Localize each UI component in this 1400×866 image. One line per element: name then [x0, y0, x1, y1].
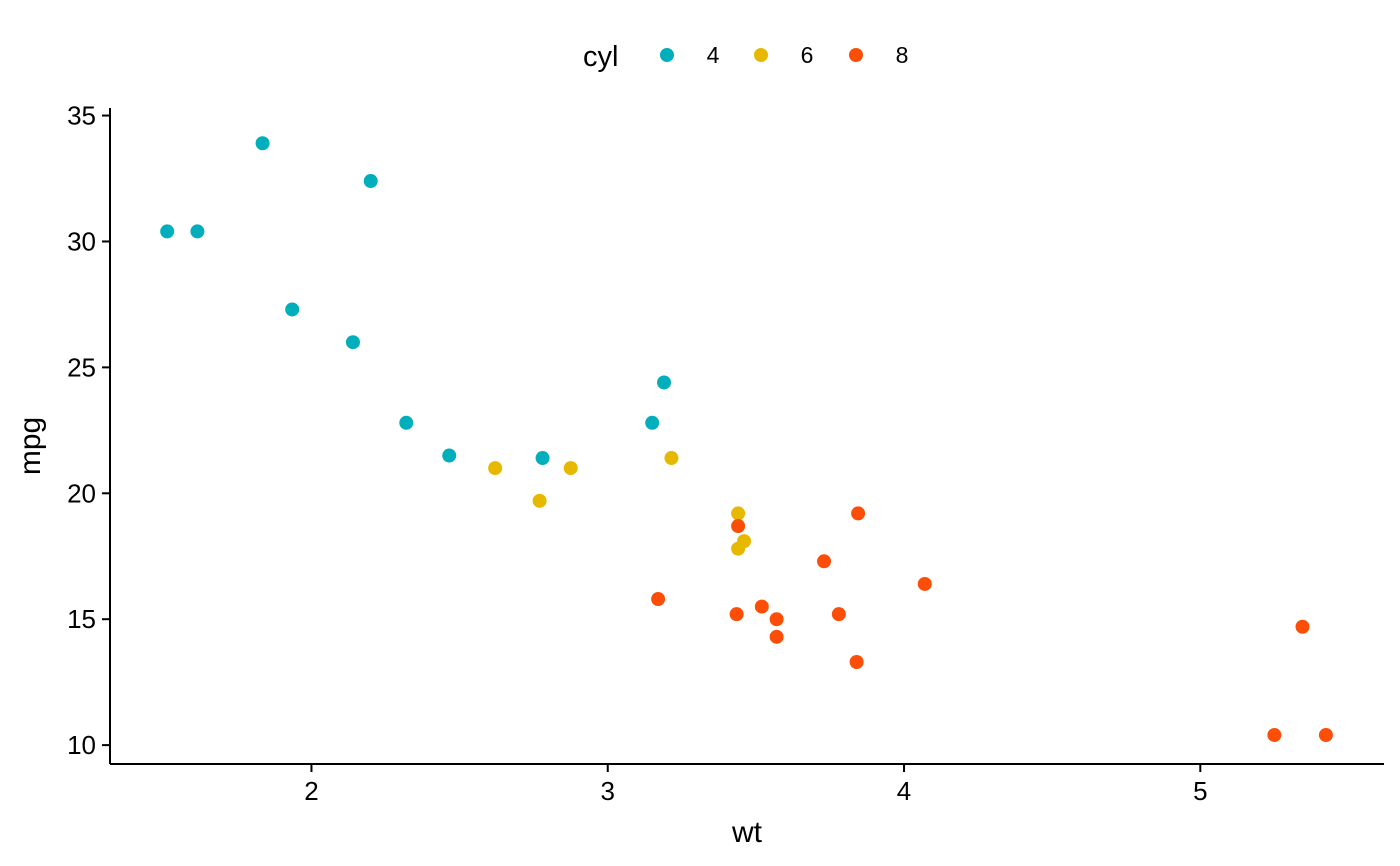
data-point-cyl-8 — [769, 629, 784, 644]
plot-area — [160, 136, 1333, 743]
data-point-cyl-4 — [645, 415, 660, 430]
data-point-cyl-6 — [731, 506, 746, 521]
y-tick-label: 35 — [67, 101, 96, 131]
data-point-cyl-6 — [664, 451, 679, 466]
legend-key-4 — [660, 48, 674, 62]
data-point-cyl-8 — [731, 519, 746, 534]
data-point-cyl-4 — [255, 136, 270, 151]
data-point-cyl-6 — [731, 541, 746, 556]
data-point-cyl-4 — [160, 224, 175, 239]
y-tick-label: 25 — [67, 352, 96, 382]
data-point-cyl-4 — [345, 335, 360, 350]
x-tick-label: 5 — [1193, 776, 1207, 806]
data-point-cyl-4 — [535, 451, 550, 466]
data-point-cyl-8 — [817, 554, 832, 569]
x-tick-label: 4 — [897, 776, 911, 806]
y-axis: 10 15 20 25 30 35 — [67, 101, 111, 764]
legend: cyl 4 6 8 — [583, 41, 908, 73]
data-point-cyl-8 — [769, 612, 784, 627]
data-point-cyl-6 — [532, 493, 547, 508]
y-axis-title: mpg — [14, 417, 47, 475]
x-axis-title: wt — [731, 816, 763, 849]
data-point-cyl-8 — [1295, 619, 1310, 634]
series-4 — [160, 136, 672, 466]
x-axis: 2 3 4 5 — [110, 763, 1384, 806]
series-6 — [488, 451, 752, 556]
data-point-cyl-8 — [651, 592, 666, 607]
data-point-cyl-4 — [190, 224, 205, 239]
legend-key-8 — [849, 48, 863, 62]
data-point-cyl-8 — [754, 599, 769, 614]
x-tick-label: 3 — [601, 776, 615, 806]
legend-label-4: 4 — [707, 42, 720, 68]
data-point-cyl-8 — [1267, 728, 1282, 743]
data-point-cyl-8 — [729, 607, 744, 622]
legend-label-6: 6 — [801, 42, 814, 68]
data-point-cyl-6 — [488, 461, 503, 476]
y-tick-label: 20 — [67, 478, 96, 508]
data-point-cyl-4 — [442, 448, 457, 463]
data-point-cyl-8 — [849, 655, 864, 670]
data-point-cyl-4 — [285, 302, 300, 317]
legend-title: cyl — [583, 41, 618, 73]
data-point-cyl-4 — [363, 174, 378, 189]
y-tick-label: 10 — [67, 730, 96, 760]
data-point-cyl-8 — [831, 607, 846, 622]
legend-label-8: 8 — [896, 42, 909, 68]
data-point-cyl-4 — [657, 375, 672, 390]
data-point-cyl-8 — [1318, 728, 1333, 743]
y-tick-label: 15 — [67, 604, 96, 634]
legend-key-6 — [754, 48, 768, 62]
data-point-cyl-8 — [917, 576, 932, 591]
data-point-cyl-4 — [399, 415, 414, 430]
data-point-cyl-8 — [851, 506, 866, 521]
x-tick-label: 2 — [304, 776, 318, 806]
series-8 — [651, 506, 1333, 743]
y-tick-label: 30 — [67, 226, 96, 256]
data-point-cyl-6 — [563, 461, 578, 476]
